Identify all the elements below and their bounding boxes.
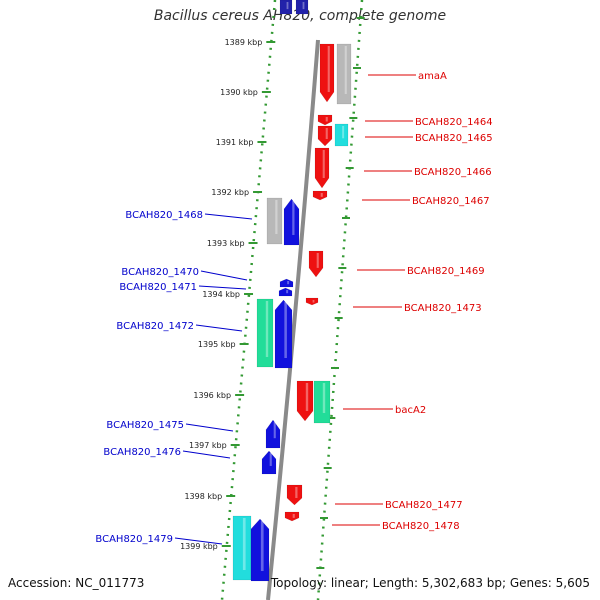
gene-1468-neighbor bbox=[266, 197, 283, 245]
gene-1469 bbox=[308, 250, 324, 278]
kbp-label: 1393 kbp bbox=[207, 239, 245, 248]
gene-1469-shine bbox=[316, 253, 319, 268]
genome-title: Bacillus cereus AH820, complete genome bbox=[153, 8, 447, 24]
gene-1473-shine bbox=[312, 300, 315, 303]
gene-features bbox=[232, 0, 352, 582]
gene-bacA2-neighbor-shine bbox=[322, 383, 326, 413]
gene-1472-shine bbox=[284, 302, 287, 358]
gene-amaA-shine bbox=[327, 46, 330, 92]
kbp-scale-labels: 1389 kbp 1390 kbp 1391 kbp 1392 kbp 1393 kbp… bbox=[180, 38, 262, 551]
kbp-label: 1396 kbp bbox=[193, 391, 231, 400]
forward-gene-label: BCAH820_1470 bbox=[121, 267, 199, 278]
gene-1477 bbox=[286, 484, 303, 506]
genome-summary-text: Topology: linear; Length: 5,302,683 bp; … bbox=[270, 576, 590, 590]
gene-1472 bbox=[274, 299, 293, 369]
gene-1467 bbox=[312, 190, 328, 201]
gene-labels: amaA BCAH820_1464 BCAH820_1465 BCAH820_1466… bbox=[95, 71, 492, 545]
gene-amaA-neighbor-shine bbox=[344, 46, 347, 94]
gene-1468-neighbor-shine bbox=[275, 200, 278, 234]
reverse-gene-label: BCAH820_1467 bbox=[412, 196, 490, 207]
forward-gene-label: BCAH820_1468 bbox=[125, 210, 203, 221]
backbone-line bbox=[266, 39, 320, 600]
right-track-ticks bbox=[316, 0, 365, 600]
gene-1468-shine bbox=[292, 201, 295, 235]
forward-gene-label: BCAH820_1476 bbox=[103, 447, 181, 458]
reverse-gene-label: BCAH820_1477 bbox=[385, 500, 463, 511]
gene-1468 bbox=[283, 198, 300, 246]
gene-1464-shine bbox=[325, 117, 328, 122]
reverse-gene-label: BCAH820_1478 bbox=[382, 521, 460, 532]
forward-gene-partial-shine bbox=[286, 2, 289, 10]
kbp-label: 1389 kbp bbox=[225, 38, 263, 47]
reverse-gene-label: BCAH820_1465 bbox=[415, 133, 493, 144]
kbp-label: 1395 kbp bbox=[198, 340, 236, 349]
forward-gene-label: BCAH820_1475 bbox=[106, 420, 184, 431]
forward-leader bbox=[182, 450, 231, 459]
forward-leader bbox=[204, 213, 253, 220]
accession-text: Accession: NC_011773 bbox=[8, 576, 145, 590]
gene-1471 bbox=[278, 287, 293, 297]
kbp-label: 1399 kbp bbox=[180, 542, 218, 551]
gene-1467-shine bbox=[320, 193, 323, 197]
reverse-gene-label: BCAH820_1464 bbox=[415, 117, 493, 128]
gene-1464 bbox=[317, 114, 333, 126]
gene-1465-neighbor bbox=[334, 123, 349, 147]
gene-1478 bbox=[284, 511, 300, 522]
gene-1475-shine bbox=[273, 422, 276, 439]
kbp-label: 1394 kbp bbox=[202, 290, 240, 299]
label-leader-lines bbox=[174, 74, 416, 545]
gene-1477-shine bbox=[295, 487, 298, 498]
reverse-gene-label: BCAH820_1466 bbox=[414, 167, 492, 178]
kbp-label: 1390 kbp bbox=[220, 88, 258, 97]
gene-1479-neighbor bbox=[232, 515, 252, 581]
gene-1465-neighbor-shine bbox=[342, 126, 345, 139]
forward-gene-partial bbox=[295, 0, 309, 15]
reverse-gene-label: bacA2 bbox=[395, 405, 426, 416]
gene-bacA2-neighbor bbox=[313, 380, 331, 424]
forward-gene-label: BCAH820_1479 bbox=[95, 534, 173, 545]
forward-leader bbox=[195, 324, 243, 332]
gene-1476-shine bbox=[269, 453, 272, 466]
gene-1478-shine bbox=[292, 514, 295, 518]
genome-backbone bbox=[266, 39, 320, 600]
forward-leader bbox=[198, 285, 247, 290]
kbp-label: 1397 kbp bbox=[189, 441, 227, 450]
gene-bacA2 bbox=[296, 380, 314, 422]
kbp-label: 1398 kbp bbox=[184, 492, 222, 501]
gene-1472-neighbor-shine bbox=[265, 301, 269, 357]
gene-1472-neighbor bbox=[256, 298, 274, 368]
forward-gene-partial bbox=[279, 0, 293, 15]
left-track-ticks bbox=[220, 0, 277, 600]
forward-gene-label: BCAH820_1472 bbox=[116, 321, 194, 332]
gene-bacA2-shine bbox=[305, 383, 309, 411]
gene-1471-shine bbox=[286, 290, 289, 294]
forward-leader bbox=[200, 270, 248, 281]
gene-amaA-neighbor bbox=[336, 43, 352, 105]
gene-1465-shine bbox=[325, 128, 328, 139]
forward-gene-label: BCAH820_1471 bbox=[119, 282, 197, 293]
forward-gene-partial-shine bbox=[302, 2, 305, 10]
gene-1479-shine bbox=[260, 521, 264, 571]
forward-leader bbox=[174, 537, 223, 545]
gene-1473 bbox=[305, 297, 319, 306]
gene-1466 bbox=[314, 147, 330, 189]
gene-1475 bbox=[265, 419, 281, 449]
reverse-gene-label: BCAH820_1473 bbox=[404, 303, 482, 314]
gene-1479 bbox=[250, 518, 270, 582]
gene-1476 bbox=[261, 450, 277, 475]
gene-1479-neighbor-shine bbox=[242, 518, 246, 570]
kbp-label: 1392 kbp bbox=[211, 188, 249, 197]
reverse-gene-label: BCAH820_1469 bbox=[407, 266, 485, 277]
gene-1470 bbox=[279, 278, 294, 288]
gene-1465 bbox=[317, 125, 333, 147]
gene-1466-shine bbox=[322, 150, 325, 178]
reverse-gene-label: amaA bbox=[418, 71, 447, 82]
gene-amaA bbox=[319, 43, 335, 103]
forward-leader bbox=[185, 423, 234, 432]
kbp-label: 1391 kbp bbox=[216, 138, 254, 147]
gene-1470-shine bbox=[287, 281, 290, 285]
